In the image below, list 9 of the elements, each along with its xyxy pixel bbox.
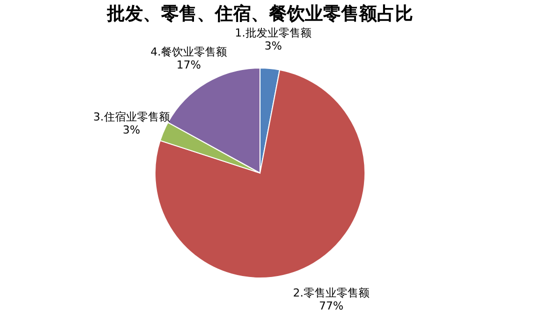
- data-label: 3%: [264, 40, 282, 53]
- chart-title: 批发、零售、住宿、餐饮业零售额占比: [106, 4, 413, 25]
- slice-label: 3.住宿业零售额: [93, 110, 170, 124]
- slice-label: 4.餐饮业零售额: [150, 45, 227, 58]
- data-label: 3%: [122, 123, 140, 136]
- slice-label: 1.批发业零售额: [234, 26, 312, 40]
- data-label: 77%: [319, 300, 344, 313]
- slice-label: 2.零售业零售额: [293, 286, 370, 300]
- data-label: 17%: [176, 58, 201, 72]
